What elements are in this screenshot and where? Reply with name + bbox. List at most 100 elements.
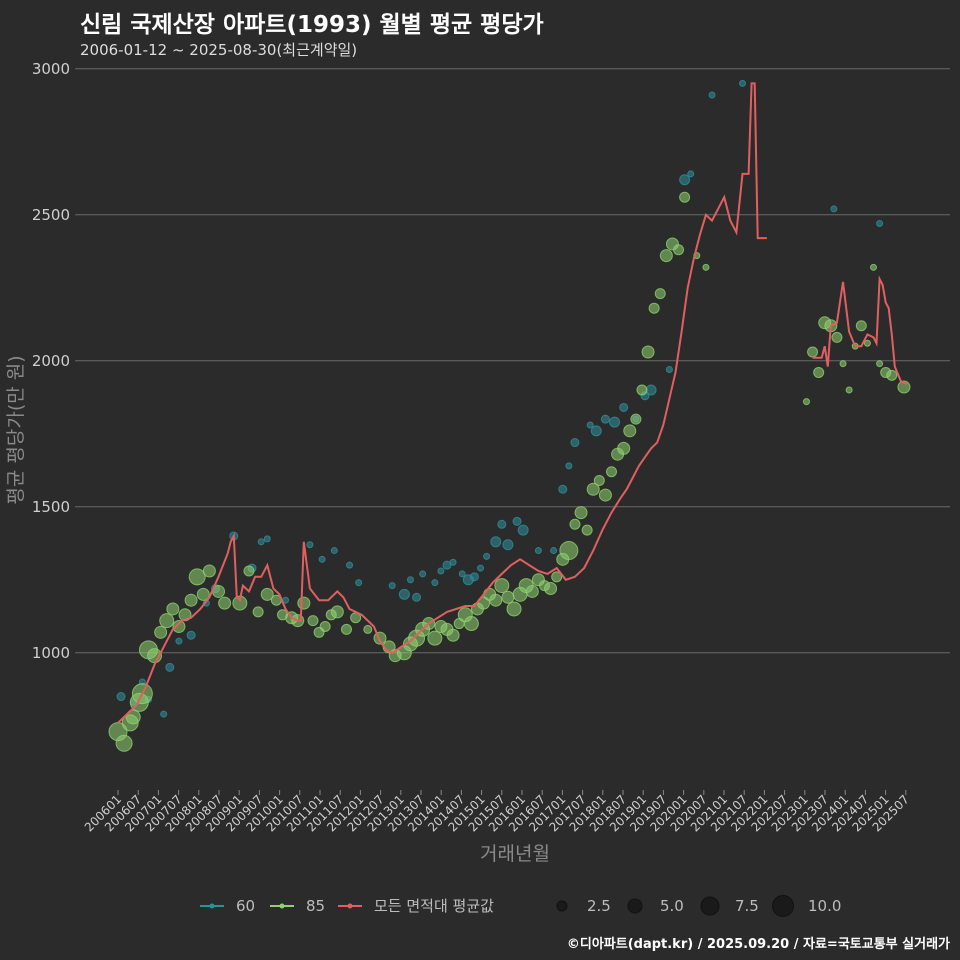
average-line-series — [117, 82, 908, 724]
scatter-point-60 — [738, 79, 746, 87]
scatter-point-85 — [630, 413, 642, 425]
scatter-point-85 — [252, 606, 264, 618]
scatter-point-85 — [807, 346, 819, 358]
caption: ©디아파트(dapt.kr) / 2025.09.20 / 자료=국토교통부 실… — [566, 937, 950, 952]
scatter-point-85 — [673, 244, 685, 256]
scatter-point-85 — [559, 541, 579, 561]
scatter-point-60 — [449, 558, 457, 566]
scatter-point-60 — [175, 637, 183, 645]
scatter-point-60 — [419, 570, 427, 578]
legend-key-dot — [279, 903, 285, 909]
scatter-point-60 — [469, 572, 479, 582]
scatter-point-85 — [196, 587, 210, 601]
legend-label: 모든 면적대 평균값 — [374, 897, 494, 915]
scatter-point-60 — [665, 366, 673, 374]
scatter-point-85 — [297, 596, 311, 610]
x-axis-label: 거래년월 — [480, 843, 550, 865]
y-tick-label: 3000 — [32, 60, 70, 78]
scatter-point-60 — [687, 170, 695, 178]
scatter-point-60 — [442, 560, 452, 570]
scatter-point-60 — [398, 588, 410, 600]
scatter-point-85 — [166, 602, 180, 616]
scatter-point-85 — [659, 249, 673, 263]
y-tick-label: 2500 — [32, 206, 70, 224]
legend-label: 60 — [236, 897, 255, 915]
scatter-point-85 — [427, 630, 443, 646]
scatter-point-85 — [654, 288, 666, 300]
scatter-point-85 — [886, 369, 898, 381]
scatter-point-60 — [558, 484, 568, 494]
scatter-point-85 — [623, 424, 637, 438]
scatter-point-60 — [586, 421, 594, 429]
scatter-point-85 — [330, 605, 344, 619]
scatter-point-85 — [544, 582, 558, 596]
scatter-point-85 — [159, 613, 175, 629]
scatter-point-85 — [260, 587, 274, 601]
scatter-point-85 — [641, 345, 655, 359]
legend-size-label: 7.5 — [735, 897, 759, 915]
scatter-point-60 — [490, 536, 502, 548]
scatter-point-60 — [876, 220, 884, 228]
legend-size-label: 2.5 — [587, 897, 611, 915]
scatter-point-60 — [477, 564, 485, 572]
scatter-point-85 — [569, 518, 581, 530]
scatter-point-85 — [648, 302, 660, 314]
scatter-point-85 — [855, 320, 867, 332]
scatter-point-60 — [355, 579, 363, 587]
scatter-point-60 — [306, 541, 314, 549]
scatter-point-85 — [525, 584, 539, 598]
scatter-point-60 — [570, 438, 580, 448]
scatter-point-60 — [600, 414, 610, 424]
scatter-point-60 — [619, 402, 629, 412]
scatter-point-85 — [863, 339, 871, 347]
scatter-point-85 — [845, 386, 853, 394]
scatter-point-85 — [115, 734, 133, 752]
scatter-point-60 — [830, 205, 838, 213]
scatter-point-85 — [446, 628, 460, 642]
scatter-point-85 — [636, 384, 648, 396]
scatter-point-85 — [172, 619, 186, 633]
scatter-point-85 — [869, 263, 877, 271]
scatter-point-60 — [483, 552, 491, 560]
legend-size-circle — [772, 895, 794, 917]
y-tick-label: 1000 — [32, 644, 70, 662]
scatter-point-60 — [257, 538, 265, 546]
scatter-point-60 — [534, 547, 542, 555]
scatter-point-60 — [590, 425, 602, 437]
scatter-point-60 — [609, 416, 621, 428]
scatter-point-60 — [512, 516, 522, 526]
legend-size-label: 10.0 — [808, 897, 841, 915]
scatter-point-85 — [574, 506, 588, 520]
y-axis-label: 평균 평당가(만 원) — [5, 355, 27, 504]
scatter-point-85 — [340, 623, 352, 635]
scatter-point-60 — [406, 576, 414, 584]
y-axis-ticks: 1000 1500 2000 2500 3000 — [32, 60, 70, 662]
y-tick-label: 2000 — [32, 352, 70, 370]
legend-key-dot — [347, 903, 353, 909]
scatter-point-85 — [802, 398, 810, 406]
scatter-point-60 — [412, 592, 422, 602]
scatter-point-85 — [679, 191, 691, 203]
scatter-point-85 — [218, 596, 232, 610]
scatter-point-60 — [708, 91, 716, 99]
scatter-point-60 — [160, 710, 168, 718]
scatter-point-60 — [550, 547, 558, 555]
scatter-point-85 — [506, 601, 522, 617]
scatter-point-60 — [431, 579, 439, 587]
scatter-point-85 — [243, 565, 255, 577]
scatter-point-60 — [330, 547, 338, 555]
legend-size-circle — [556, 900, 568, 912]
scatter-point-60 — [116, 692, 126, 702]
scatter-point-85 — [702, 263, 710, 271]
scatter-point-85 — [551, 571, 563, 583]
average-line — [117, 82, 908, 724]
legend-size-circle — [700, 896, 720, 916]
scatter-point-60 — [165, 662, 175, 672]
scatter-point-85 — [188, 568, 206, 586]
scatter-point-85 — [581, 524, 593, 536]
scatter-point-60 — [565, 462, 573, 470]
scatter-point-60 — [346, 561, 354, 569]
scatter-point-60 — [186, 630, 196, 640]
scatter-series-85 — [108, 191, 911, 752]
